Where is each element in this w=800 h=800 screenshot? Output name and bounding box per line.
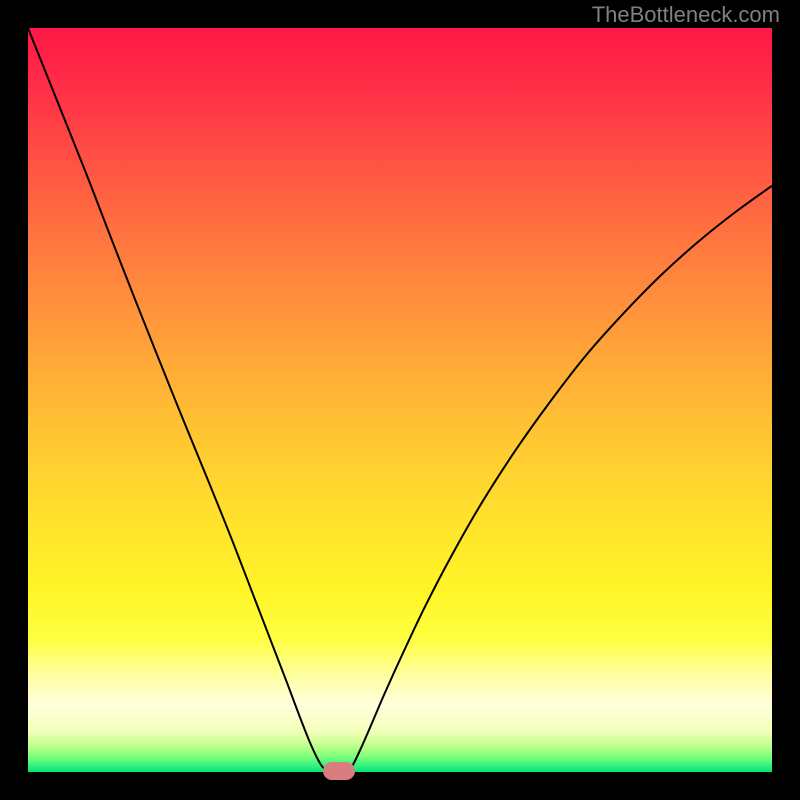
curve-left <box>28 28 326 771</box>
curve-right <box>349 186 772 771</box>
optimal-marker <box>323 762 355 780</box>
chart-area <box>28 28 772 772</box>
watermark-text: TheBottleneck.com <box>592 2 780 28</box>
curve-overlay <box>28 28 772 772</box>
